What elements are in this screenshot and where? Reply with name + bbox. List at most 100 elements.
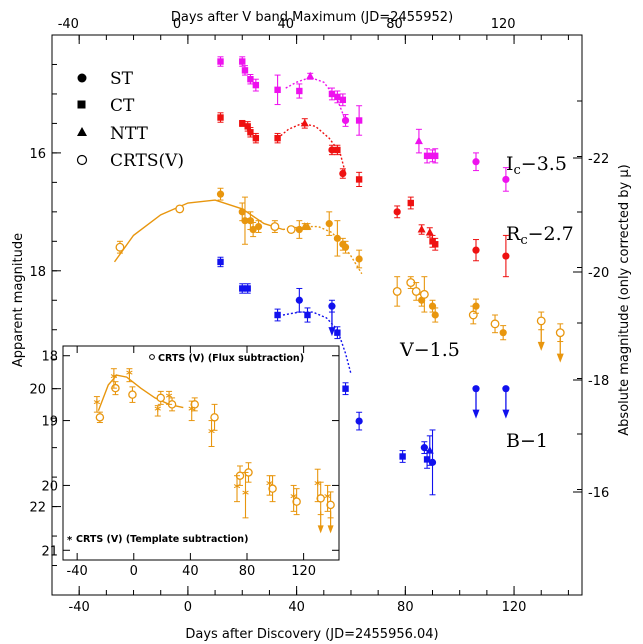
inset-legend-label-template: CRTS (V) (Template subtraction): [76, 534, 248, 545]
x-tick-label: 40: [288, 600, 305, 615]
data-point: [420, 444, 428, 452]
data-point: [499, 329, 507, 337]
legend-marker-crts: [76, 154, 88, 166]
data-point: [472, 302, 480, 310]
data-point: [252, 81, 260, 89]
inset-template-point: *: [290, 492, 297, 507]
legend-label-st: ST: [110, 69, 134, 89]
inset-template-point: *: [126, 369, 133, 384]
inset-upper-limit-arrowhead: [327, 525, 334, 534]
inset-x-tick-label: -40: [67, 564, 88, 579]
inset-frame: [62, 345, 340, 561]
right-y-tick-label: -18: [588, 374, 609, 389]
data-point: [239, 285, 246, 292]
inset-legend-marker-template: *: [67, 535, 73, 546]
inset-x-tick-label: 120: [291, 564, 316, 579]
inset-y-tick-label: 21: [41, 544, 58, 559]
top-x-tick-label: 0: [173, 17, 181, 32]
data-point: [407, 199, 414, 207]
upper-limit-arrowhead: [556, 353, 564, 363]
data-point: [502, 175, 510, 184]
data-point: [334, 329, 341, 336]
data-point: [355, 176, 363, 183]
inset-fit-curve: [97, 374, 184, 412]
inset-template-point: *: [314, 479, 321, 494]
inset-flux-point: [210, 413, 219, 422]
y-tick-label: 22: [29, 501, 46, 516]
right-y-tick-label: -16: [588, 486, 609, 501]
upper-limit-arrowhead: [502, 409, 510, 419]
data-point: [216, 190, 225, 198]
bottom-axis-title: Days after Discovery (JD=2455956.04): [185, 627, 438, 642]
data-point: [425, 446, 434, 454]
inset-flux-point: [268, 484, 277, 493]
fit-curve-dotted: [282, 225, 363, 275]
data-point: [399, 453, 406, 460]
data-point: [244, 285, 251, 292]
top-x-tick-label: 120: [491, 17, 516, 32]
inset-y-tick-label: 18: [41, 350, 58, 365]
upper-limit-arrowhead: [328, 327, 336, 337]
data-point: [217, 58, 224, 65]
inset-template-point: *: [166, 391, 173, 406]
data-point: [334, 146, 341, 154]
y-tick-label: 20: [29, 383, 46, 398]
inset-flux-point: [95, 413, 105, 422]
x-tick-label: 0: [184, 600, 192, 615]
inset-flux-point: [326, 500, 335, 510]
data-point: [300, 118, 309, 127]
data-point: [241, 67, 249, 74]
inset-template-point: *: [154, 404, 161, 419]
data-point: [432, 241, 439, 248]
data-point: [423, 152, 431, 160]
x-tick-label: 120: [502, 600, 527, 615]
main-plot-frame: [51, 34, 583, 596]
inset-legend-marker-flux: [149, 354, 155, 360]
data-point: [472, 385, 480, 393]
y-tick-label: 18: [29, 265, 46, 280]
data-point: [325, 220, 333, 228]
legend-label-ct: CT: [110, 96, 135, 116]
data-point: [304, 311, 311, 319]
series-label-ic: Ic−3.5: [506, 153, 567, 178]
data-point: [392, 286, 402, 296]
data-point: [247, 76, 254, 83]
series-label-rc: Rc−2.7: [506, 223, 574, 248]
inset-template-point: *: [93, 398, 100, 413]
inset-flux-point: [128, 390, 137, 399]
inset-x-tick-label: 0: [130, 564, 138, 579]
inset-flux-point: [292, 497, 301, 506]
data-point: [334, 93, 341, 101]
data-point: [393, 208, 401, 216]
legend-marker-st: [77, 73, 87, 83]
fit-curves: [113, 76, 363, 375]
data-point: [328, 90, 336, 98]
data-points: [115, 56, 565, 496]
data-point: [175, 204, 185, 214]
data-point: [355, 417, 363, 425]
inset-template-point: *: [234, 482, 241, 497]
data-point: [328, 302, 336, 310]
upper-limit-arrowhead: [537, 341, 545, 351]
inset-data-points: ** ****** *****: [93, 368, 335, 534]
data-point: [239, 120, 246, 127]
right-axis-title: Absolute magnitude (only corrected by μ): [617, 164, 632, 435]
inset-template-point: *: [242, 489, 249, 504]
data-point: [270, 222, 280, 232]
data-point: [217, 258, 224, 266]
data-point: [295, 225, 303, 234]
data-point: [306, 71, 315, 80]
legend: ST CT NTT CRTS(V): [76, 69, 184, 171]
left-axis-title: Apparent magnitude: [11, 233, 26, 367]
data-point: [431, 311, 439, 319]
data-point: [274, 86, 281, 94]
data-point: [355, 255, 363, 263]
legend-label-crts: CRTS(V): [110, 151, 184, 171]
data-point: [252, 134, 260, 142]
data-point: [249, 225, 257, 234]
x-tick-label: 80: [397, 600, 414, 615]
data-point: [432, 152, 439, 160]
data-point: [339, 169, 347, 178]
data-point: [425, 227, 434, 236]
